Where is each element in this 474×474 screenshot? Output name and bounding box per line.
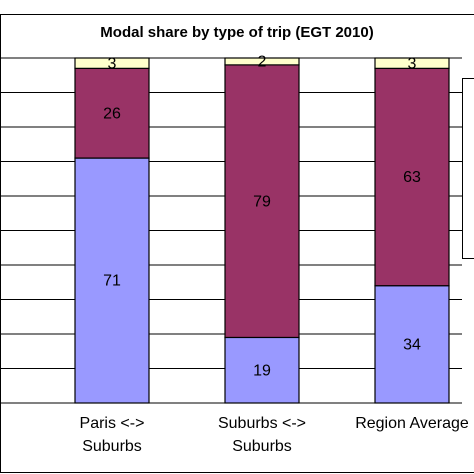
- chart-title: Modal share by type of trip (EGT 2010): [100, 24, 373, 41]
- x-tick-label: Suburbs <-> Suburbs: [217, 415, 307, 455]
- value-label: 34: [403, 337, 421, 354]
- bar-segment: [374, 67, 450, 287]
- value-label: 3: [108, 55, 117, 72]
- value-label: 19: [253, 362, 271, 379]
- bar-segment: [74, 157, 150, 404]
- x-tick-label: Paris <-> Suburbs: [79, 415, 145, 455]
- bar-segment: [374, 57, 450, 69]
- value-label: 79: [253, 193, 271, 210]
- value-label: 3: [408, 55, 417, 72]
- bar-segment: [74, 57, 150, 69]
- bar-segment: [224, 336, 300, 404]
- value-label: 71: [103, 273, 121, 290]
- bar-segment: [74, 67, 150, 159]
- bar-segment: [224, 64, 300, 339]
- bar-segment: [374, 285, 450, 404]
- value-label: 26: [103, 105, 121, 122]
- bar-segment: [224, 57, 300, 66]
- value-label: 63: [403, 169, 421, 186]
- legend-box: [462, 78, 474, 259]
- x-tick-label: Region Average: [355, 415, 469, 432]
- x-tick-label: aris: [0, 412, 24, 435]
- value-label: 2: [258, 54, 267, 71]
